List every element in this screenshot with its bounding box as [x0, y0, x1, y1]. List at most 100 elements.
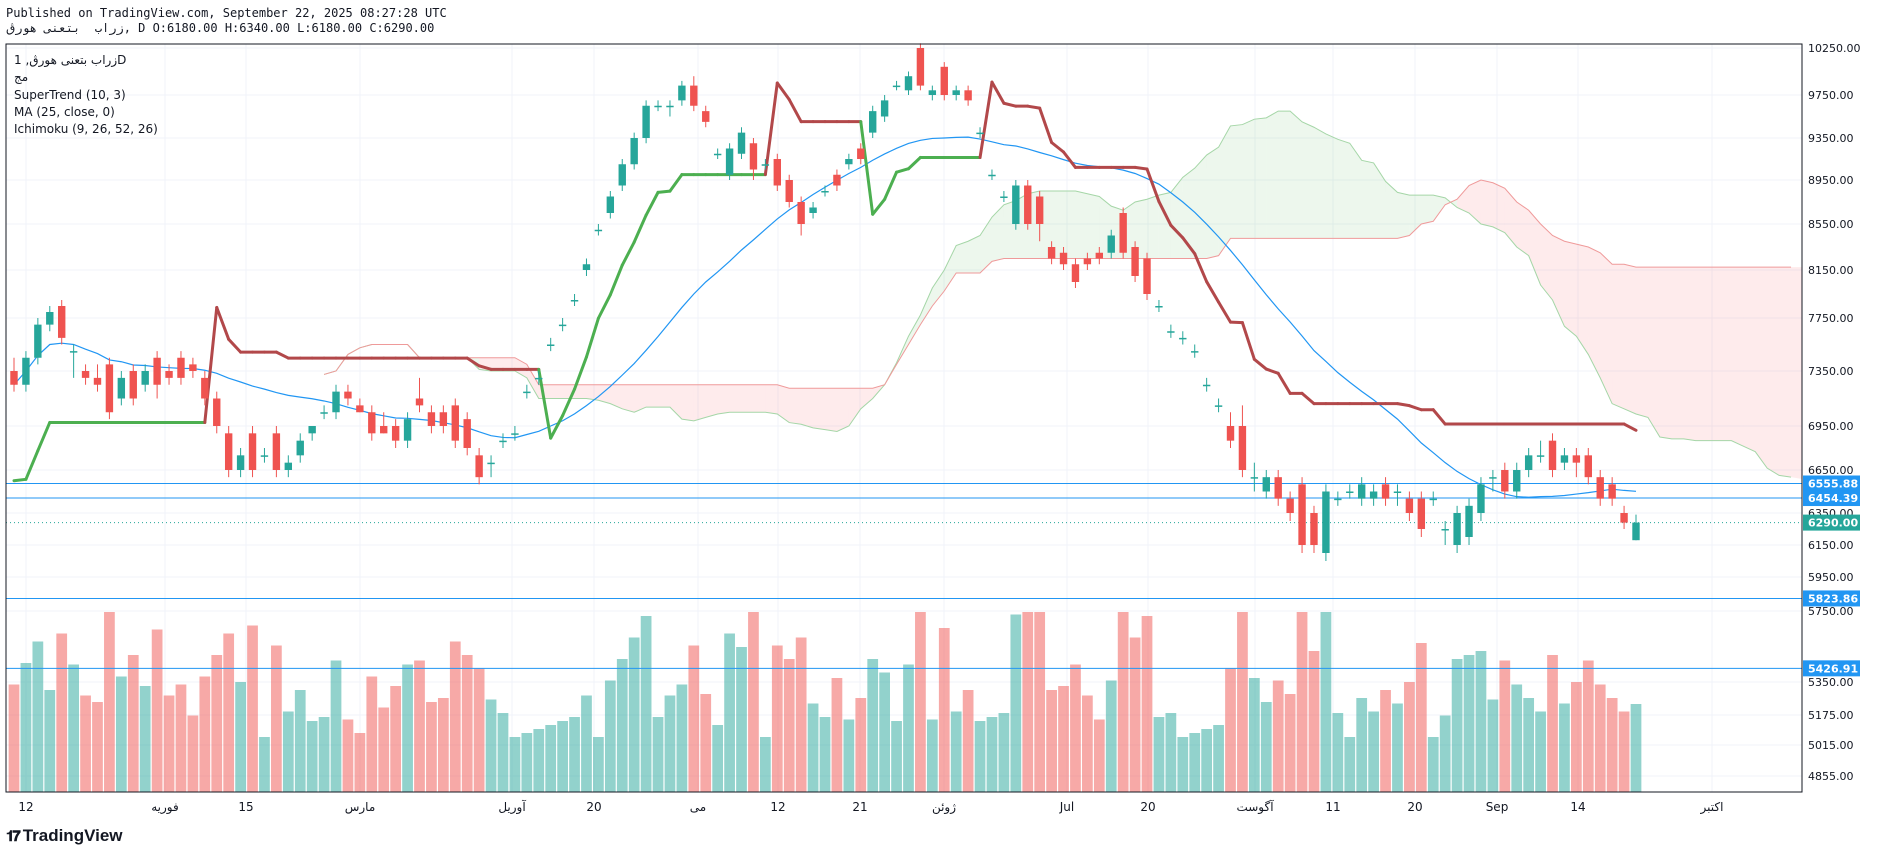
cloud-segment — [1230, 124, 1243, 239]
price-tick-label: 8150.00 — [1808, 264, 1854, 277]
leading-span-a — [323, 110, 1792, 478]
horizontal-levels — [6, 482, 1802, 669]
time-axis: 12 فوریه 15 مارس آوریل 20 می 12 21 ژوئن Jul 20 آگوست… — [18, 799, 1723, 815]
time-tick-label: اکتبر — [1700, 800, 1724, 815]
volume-bar — [1427, 737, 1439, 792]
tradingview-logo-icon: 𝟏𝟕 — [6, 827, 21, 845]
volume-bar — [628, 637, 640, 792]
level-price-tag-label: 5823.86 — [1808, 592, 1858, 605]
legend-ma: MA (25, close, 0) — [14, 105, 115, 119]
volume-bar — [211, 655, 223, 792]
volume-bar — [795, 637, 807, 792]
volume-bar — [259, 737, 270, 792]
candle-down — [1095, 252, 1104, 259]
volume-bar — [1344, 737, 1356, 792]
supertrend-up-segment — [883, 170, 899, 201]
volume-bar — [915, 612, 926, 792]
cloud-segment — [1278, 111, 1291, 239]
supertrend-down-segment — [1407, 404, 1423, 412]
cloud-segment — [1194, 155, 1207, 259]
supertrend-down-segment — [787, 98, 803, 124]
candle-up — [1489, 477, 1497, 479]
supertrend-up-segment — [668, 173, 684, 193]
volume-bar — [390, 686, 402, 792]
volume-bar — [80, 695, 91, 792]
candle-down — [1572, 455, 1581, 463]
supertrend-down-segment — [990, 80, 1006, 105]
time-tick-label: 12 — [770, 800, 785, 814]
volume-bar — [616, 659, 628, 792]
volume-bar — [998, 713, 1010, 792]
candle-down — [248, 433, 257, 470]
cloud-segment — [1421, 195, 1434, 224]
candle-down — [93, 377, 102, 385]
cloud-segment — [1624, 264, 1636, 414]
volume-bar — [557, 721, 568, 792]
cloud-segment — [1397, 192, 1410, 239]
volume-bar — [807, 703, 819, 792]
candle-down — [463, 419, 471, 448]
candle-up — [678, 85, 686, 101]
volume-bar — [545, 725, 557, 792]
cloud-segment — [1457, 185, 1470, 213]
cloud-segment — [944, 245, 957, 291]
candle-down — [940, 66, 948, 95]
time-tick-label: 11 — [1325, 800, 1340, 814]
volume-bar — [855, 698, 867, 792]
volume-bar — [509, 737, 521, 792]
cloud-segment — [1325, 133, 1338, 239]
supertrend-up-segment — [895, 167, 910, 174]
volume-bar — [1213, 725, 1224, 792]
candle-down — [785, 180, 793, 202]
volume-bar — [819, 717, 831, 792]
cloud-segment — [574, 384, 587, 399]
volume-bar — [1153, 717, 1165, 792]
volume-bar — [676, 684, 688, 792]
price-tick-label: 7350.00 — [1808, 365, 1854, 378]
volume-bar — [1320, 612, 1332, 792]
volume-bar — [414, 660, 425, 792]
volume-bar — [664, 695, 676, 792]
candle-up — [845, 159, 853, 165]
candle-up — [1477, 484, 1485, 513]
volume-bar — [163, 695, 175, 792]
price-tick-label: 5015.00 — [1808, 739, 1854, 752]
volume-bar — [1117, 612, 1129, 792]
supertrend-down-segment — [465, 356, 481, 368]
cloud-segment — [717, 384, 730, 414]
candle-up — [869, 111, 877, 133]
volume-bar — [426, 702, 437, 792]
volume-bar — [1165, 713, 1177, 792]
supertrend-down-segment — [775, 81, 791, 102]
volume-bar — [926, 719, 938, 792]
price-tick-label: 4855.00 — [1808, 770, 1854, 783]
volume-bar — [199, 676, 211, 792]
volume-bar — [903, 664, 914, 792]
candle-up — [1167, 331, 1175, 333]
candle-down — [1417, 498, 1426, 529]
supertrend-down-segment — [1395, 402, 1411, 408]
price-tick-label: 5350.00 — [1808, 676, 1854, 689]
supertrend-down-segment — [1622, 422, 1638, 432]
volume-bar — [330, 660, 342, 792]
cloud-segment — [1469, 180, 1481, 224]
candle-down — [773, 159, 781, 186]
cloud-segment — [681, 384, 694, 421]
volume-bars — [8, 612, 1642, 792]
candle-down — [177, 357, 185, 378]
candle-down — [1071, 264, 1080, 282]
volume-bar — [306, 721, 318, 792]
cloud-segment — [610, 384, 623, 409]
time-tick-label: فوریه — [151, 800, 179, 815]
supertrend-up-segment — [632, 213, 648, 244]
candle-up — [570, 300, 579, 302]
volume-bar — [1093, 719, 1105, 792]
cloud-segment — [1707, 267, 1720, 441]
price-tick-label: 9750.00 — [1808, 89, 1854, 102]
candle-up — [535, 377, 543, 380]
cloud-segment — [801, 388, 814, 428]
candle-up — [1202, 384, 1211, 387]
candle-down — [1131, 247, 1139, 276]
legend-supertrend: SuperTrend (10, 3) — [14, 88, 126, 102]
